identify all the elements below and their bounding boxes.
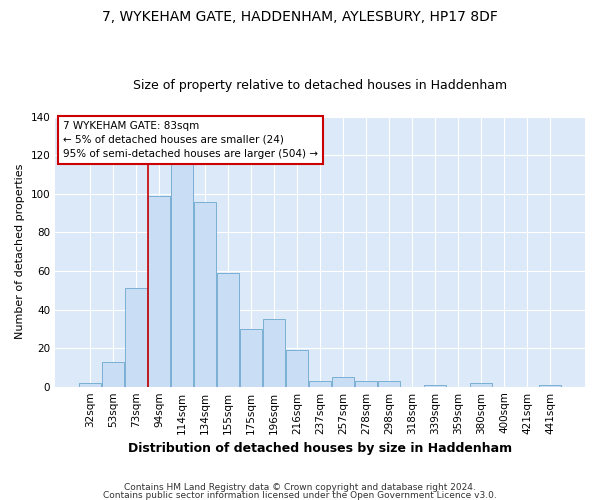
Bar xyxy=(217,273,239,386)
Bar xyxy=(79,383,101,386)
Bar xyxy=(125,288,147,386)
Bar xyxy=(470,383,492,386)
Bar xyxy=(102,362,124,386)
Bar xyxy=(148,196,170,386)
Bar xyxy=(378,381,400,386)
Bar xyxy=(539,385,561,386)
Bar xyxy=(424,385,446,386)
Text: 7, WYKEHAM GATE, HADDENHAM, AYLESBURY, HP17 8DF: 7, WYKEHAM GATE, HADDENHAM, AYLESBURY, H… xyxy=(102,10,498,24)
Text: Contains HM Land Registry data © Crown copyright and database right 2024.: Contains HM Land Registry data © Crown c… xyxy=(124,484,476,492)
Title: Size of property relative to detached houses in Haddenham: Size of property relative to detached ho… xyxy=(133,79,507,92)
Bar xyxy=(171,163,193,386)
Bar xyxy=(194,202,216,386)
Bar xyxy=(263,319,285,386)
Bar xyxy=(240,329,262,386)
Bar xyxy=(286,350,308,387)
Bar xyxy=(309,381,331,386)
Bar xyxy=(355,381,377,386)
Y-axis label: Number of detached properties: Number of detached properties xyxy=(15,164,25,340)
Text: Contains public sector information licensed under the Open Government Licence v3: Contains public sector information licen… xyxy=(103,490,497,500)
Text: 7 WYKEHAM GATE: 83sqm
← 5% of detached houses are smaller (24)
95% of semi-detac: 7 WYKEHAM GATE: 83sqm ← 5% of detached h… xyxy=(63,121,318,159)
Bar xyxy=(332,377,354,386)
X-axis label: Distribution of detached houses by size in Haddenham: Distribution of detached houses by size … xyxy=(128,442,512,455)
